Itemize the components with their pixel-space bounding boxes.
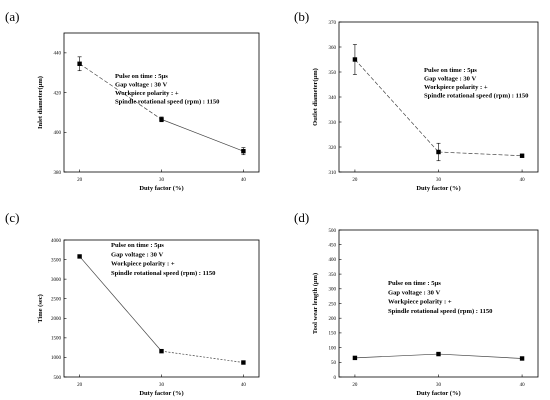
annotation-line: Workpiece polarity : + — [111, 261, 175, 268]
annotation-line: Workpiece polarity : + — [424, 84, 488, 91]
x-tick-label: 40 — [241, 178, 247, 183]
annotation-line: Spindle rotational speed (rpm) : 1150 — [388, 308, 493, 315]
x-tick-label: 40 — [520, 383, 526, 388]
y-tick-label: 4000 — [51, 239, 62, 244]
data-point — [436, 351, 441, 357]
x-tick-label: 30 — [159, 383, 165, 388]
data-point — [159, 117, 164, 122]
y-tick-label: 320 — [329, 146, 337, 151]
data-point — [77, 254, 82, 259]
y-tick-label: 500 — [329, 229, 337, 234]
y-tick-label: 150 — [329, 332, 337, 337]
chart-panel-b: 310 320 330 340 350 360 370 20 30 40 Duty factor (… — [294, 9, 539, 192]
y-tick-label: 300 — [329, 288, 337, 293]
y-tick-label: 400 — [329, 258, 337, 263]
annotation-line: Pulse on time : 5μs — [388, 280, 441, 287]
y-tick-label: 350 — [329, 71, 337, 76]
chart-panel-c: 500 1000 1500 2000 2500 3000 3500 4000 20 30 40 Dut… — [5, 210, 260, 397]
y-tick-label: 380 — [54, 171, 62, 176]
series-segment — [438, 151, 523, 157]
x-tick-label: 20 — [352, 383, 358, 388]
data-point — [519, 153, 525, 158]
data-point — [159, 348, 164, 354]
series-segment — [438, 353, 523, 359]
annotation-line: Gap voltage : 30 V — [111, 251, 163, 258]
chart-panel-d: 0 50 100 150 200 250 300 350 400 450 500 20 30 40 Duty… — [294, 210, 539, 397]
y-tick-label: 400 — [54, 131, 62, 136]
x-axis-title: Duty factor (%) — [416, 185, 460, 192]
panel-label: (a) — [5, 9, 19, 24]
annotation-line: Gap voltage : 30 V — [388, 289, 440, 296]
series-segment — [354, 59, 439, 153]
x-tick-label: 30 — [436, 178, 442, 183]
x-tick-label: 30 — [159, 178, 165, 183]
y-tick-label: 2000 — [51, 317, 62, 322]
data-point — [519, 356, 525, 361]
y-tick-label: 3500 — [51, 258, 62, 263]
data-point — [241, 148, 246, 154]
x-tick-label: 20 — [77, 383, 83, 388]
y-tick-label: 50 — [331, 361, 337, 366]
x-tick-label: 40 — [241, 383, 247, 388]
y-tick-label: 310 — [329, 171, 337, 176]
y-axis-title: Tool wear length (μm) — [312, 273, 319, 334]
annotation-line: Workpiece polarity : + — [388, 299, 452, 306]
series-segment — [161, 350, 244, 363]
y-tick-label: 200 — [329, 317, 337, 322]
y-tick-label: 2500 — [51, 298, 62, 303]
x-tick-label: 20 — [77, 178, 83, 183]
data-point — [352, 355, 358, 361]
x-tick-label: 40 — [520, 178, 526, 183]
data-point — [241, 360, 246, 365]
data-point — [352, 57, 358, 62]
x-tick-label: 30 — [436, 383, 442, 388]
y-axis-title: Inlet diameter(μm) — [37, 76, 44, 129]
chart-panel-a: 380 400 420 440 20 30 40 Duty factor (%) Inlet d… — [5, 9, 260, 192]
y-tick-label: 450 — [329, 244, 337, 249]
x-axis-title: Duty factor (%) — [139, 390, 183, 397]
data-point — [436, 149, 441, 155]
y-tick-label: 420 — [54, 91, 62, 96]
annotation-line: Gap voltage : 30 V — [424, 76, 476, 83]
annotation-line: Gap voltage : 30 V — [115, 82, 167, 89]
y-tick-label: 3000 — [51, 278, 62, 283]
series-segment — [79, 63, 162, 120]
annotation-line: Spindle rotational speed (rpm) : 1150 — [424, 93, 529, 100]
y-tick-label: 1500 — [51, 337, 62, 342]
data-point — [77, 61, 82, 66]
y-axis-title: Outlet diameter(μm) — [312, 68, 319, 126]
panel-label: (d) — [294, 210, 309, 225]
series-segment — [79, 256, 162, 352]
series-segment — [354, 353, 439, 359]
annotation-line: Workpiece polarity : + — [115, 90, 179, 97]
annotation-line: Pulse on time : 5μs — [111, 242, 164, 249]
panel-label: (b) — [294, 9, 309, 24]
annotation-line: Spindle rotational speed (rpm) : 1150 — [115, 99, 220, 106]
y-tick-label: 1000 — [51, 356, 62, 361]
panel-label: (c) — [5, 210, 19, 225]
series-segment — [161, 119, 244, 152]
x-tick-label: 20 — [352, 178, 358, 183]
y-tick-label: 340 — [329, 96, 337, 101]
x-axis-title: Duty factor (%) — [139, 185, 183, 192]
y-tick-label: 440 — [54, 52, 62, 57]
y-tick-label: 250 — [329, 302, 337, 307]
y-tick-label: 330 — [329, 121, 337, 126]
annotation-line: Pulse on time : 5μs — [115, 73, 168, 80]
y-tick-label: 0 — [334, 376, 337, 381]
annotation-line: Pulse on time : 5μs — [424, 67, 477, 74]
y-tick-label: 360 — [329, 46, 337, 51]
annotation-line: Spindle rotational speed (rpm) : 1150 — [111, 270, 216, 277]
y-axis-title: Time (sec) — [37, 294, 44, 323]
y-tick-label: 370 — [329, 21, 337, 26]
y-tick-label: 500 — [54, 376, 62, 381]
x-axis-title: Duty factor (%) — [416, 390, 460, 397]
y-tick-label: 100 — [329, 346, 337, 351]
y-tick-label: 350 — [329, 273, 337, 278]
